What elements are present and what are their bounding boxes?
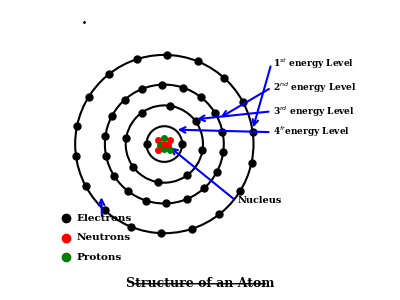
Text: Structure of an Atom: Structure of an Atom xyxy=(126,277,274,290)
Text: 3$^{rd}$ energy Level: 3$^{rd}$ energy Level xyxy=(273,104,355,118)
Text: Neutrons: Neutrons xyxy=(77,233,131,242)
Text: Protons: Protons xyxy=(77,253,122,262)
Text: 4$^{fr}$energy Level: 4$^{fr}$energy Level xyxy=(273,125,350,140)
Text: Nucleus: Nucleus xyxy=(237,196,282,205)
Text: 2$^{nd}$ energy Level: 2$^{nd}$ energy Level xyxy=(273,80,356,95)
Text: Electrons: Electrons xyxy=(77,214,132,223)
Text: 1$^{st}$ energy Level: 1$^{st}$ energy Level xyxy=(273,57,354,71)
